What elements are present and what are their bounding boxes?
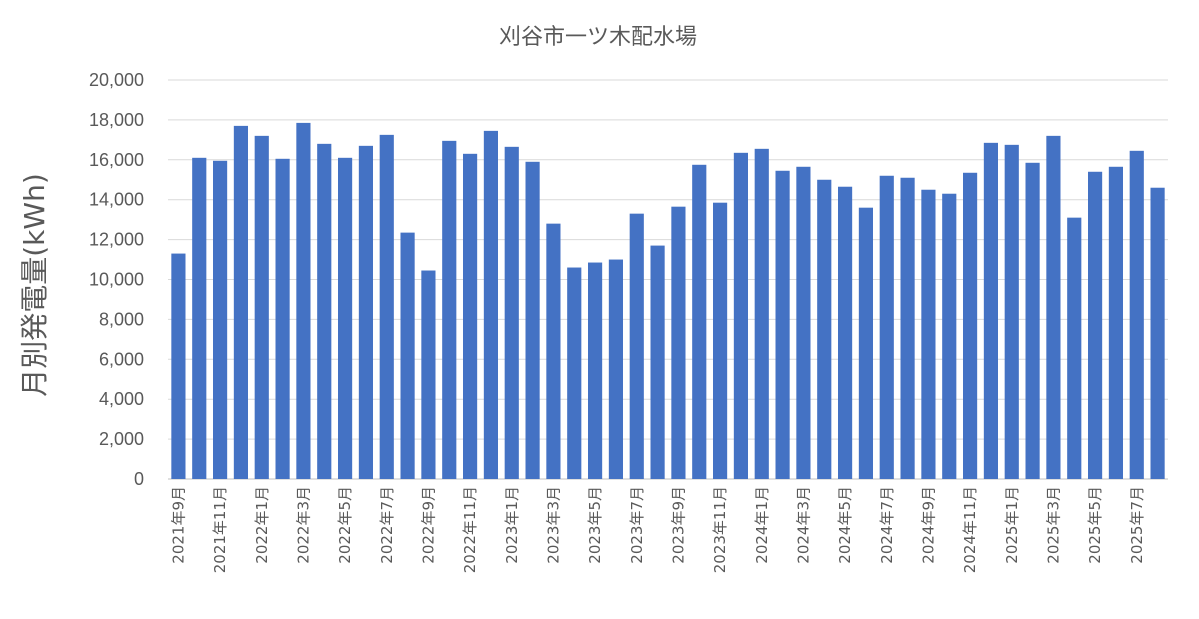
bar xyxy=(879,175,894,479)
y-tick-label: 6,000 xyxy=(99,349,144,369)
y-tick-label: 2,000 xyxy=(99,429,144,449)
x-tick-label: 2023年5月 xyxy=(586,486,604,564)
x-tick-label: 2025年5月 xyxy=(1086,486,1104,564)
bar xyxy=(858,207,873,479)
bar xyxy=(1150,187,1165,480)
bar xyxy=(1088,171,1103,479)
x-tick-label: 2023年3月 xyxy=(544,486,562,564)
bar xyxy=(567,267,582,479)
bar xyxy=(900,177,915,479)
bar xyxy=(692,164,707,480)
y-axis-label: 月別発電量(kWh) xyxy=(18,173,51,397)
bar xyxy=(796,166,811,479)
x-tick-label: 2025年7月 xyxy=(1128,486,1146,564)
gridlines xyxy=(168,79,1168,480)
bar xyxy=(171,253,186,479)
x-tick-label: 2023年7月 xyxy=(628,486,646,564)
bar xyxy=(921,189,936,480)
x-tick-label: 2025年1月 xyxy=(1003,486,1021,564)
x-tick-label: 2023年1月 xyxy=(503,486,521,564)
bar xyxy=(379,134,394,480)
y-tick-label: 12,000 xyxy=(89,230,144,250)
bar xyxy=(775,170,790,479)
bar xyxy=(358,145,373,479)
bar xyxy=(296,122,311,479)
bar xyxy=(650,245,665,479)
x-tick-label: 2022年9月 xyxy=(419,486,437,564)
bar xyxy=(1108,166,1123,479)
x-tick-label: 2022年1月 xyxy=(253,486,271,564)
bar xyxy=(588,262,603,479)
bar xyxy=(1129,150,1144,479)
bar xyxy=(421,270,436,479)
y-tick-label: 10,000 xyxy=(89,270,144,290)
bar xyxy=(442,140,457,479)
x-tick-label: 2024年7月 xyxy=(878,486,896,564)
y-tick-label: 0 xyxy=(134,469,144,489)
bar xyxy=(942,193,957,479)
y-tick-label: 8,000 xyxy=(99,309,144,329)
y-tick-label: 4,000 xyxy=(99,389,144,409)
bar xyxy=(1046,135,1061,480)
bar xyxy=(1004,144,1019,479)
chart-title: 刈谷市一ツ木配水場 xyxy=(499,25,697,50)
y-axis-ticks: 0 2,000 4,000 6,000 8,000 10,000 12,000 14,000 1… xyxy=(89,70,144,489)
x-tick-label: 2024年5月 xyxy=(836,486,854,564)
bar xyxy=(338,157,353,479)
bar xyxy=(213,160,228,480)
bar xyxy=(275,158,290,480)
bar xyxy=(671,206,686,479)
x-tick-label: 2021年11月 xyxy=(211,486,229,573)
x-tick-label: 2025年3月 xyxy=(1044,486,1062,564)
x-tick-label: 2021年9月 xyxy=(169,486,187,564)
x-tick-label: 2022年11月 xyxy=(461,486,479,573)
bars xyxy=(171,122,1165,480)
bar xyxy=(463,153,478,479)
bar xyxy=(483,130,498,479)
x-axis-ticks: 2021年9月 2021年11月 2022年1月 2022年3月 2022年5月 2022… xyxy=(169,486,1145,573)
x-tick-label: 2024年9月 xyxy=(919,486,937,564)
bar xyxy=(838,186,853,480)
bar xyxy=(713,202,728,479)
bar xyxy=(817,179,832,479)
bar xyxy=(629,213,644,479)
bar xyxy=(754,148,769,479)
bar xyxy=(400,232,415,479)
bar xyxy=(963,172,978,479)
bar xyxy=(317,143,332,479)
x-tick-label: 2024年3月 xyxy=(794,486,812,564)
x-tick-label: 2022年5月 xyxy=(336,486,354,564)
bar xyxy=(504,146,519,479)
x-tick-label: 2022年3月 xyxy=(294,486,312,564)
bar xyxy=(192,157,207,479)
x-tick-label: 2024年11月 xyxy=(961,486,979,573)
bar xyxy=(1067,217,1082,479)
bar xyxy=(983,142,998,479)
bar xyxy=(254,135,269,480)
y-tick-label: 16,000 xyxy=(89,150,144,170)
bar xyxy=(233,125,248,479)
x-tick-label: 2023年9月 xyxy=(669,486,687,564)
bar xyxy=(546,223,561,479)
bar xyxy=(608,259,623,479)
bar xyxy=(1025,162,1040,480)
bar xyxy=(733,152,748,479)
bar xyxy=(525,161,540,480)
y-tick-label: 20,000 xyxy=(89,70,144,90)
x-tick-label: 2023年11月 xyxy=(711,486,729,573)
x-tick-label: 2022年7月 xyxy=(378,486,396,564)
y-tick-label: 14,000 xyxy=(89,190,144,210)
x-tick-label: 2024年1月 xyxy=(753,486,771,564)
y-tick-label: 18,000 xyxy=(89,110,144,130)
